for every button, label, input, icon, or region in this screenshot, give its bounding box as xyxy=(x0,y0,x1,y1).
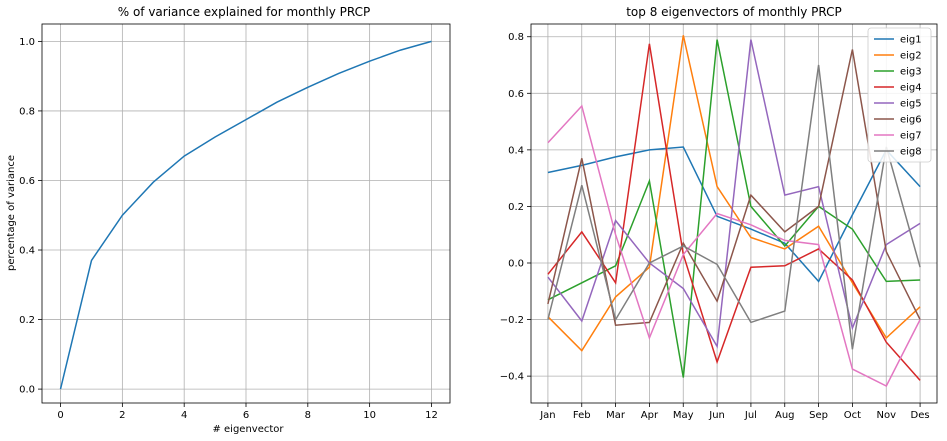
eigenvector-plot-frame xyxy=(530,23,938,404)
legend-box xyxy=(867,27,932,163)
legend-label-eig4: eig4 xyxy=(900,83,922,94)
legend-label-eig2: eig2 xyxy=(900,51,922,62)
legend-label-eig5: eig5 xyxy=(900,99,922,110)
x-tick-label-des: Des xyxy=(911,410,930,421)
y-tick-label: 0.8 xyxy=(19,106,35,117)
y-tick-label: 1.0 xyxy=(19,37,35,48)
legend-label-eig8: eig8 xyxy=(900,147,922,158)
y-tick-label: 0.0 xyxy=(19,385,35,396)
x-tick-label-feb: Feb xyxy=(573,410,591,421)
y-tick-label: 0.0 xyxy=(508,258,524,269)
legend-label-eig6: eig6 xyxy=(900,115,922,126)
x-tick-label-sep: Sep xyxy=(809,410,828,421)
y-tick-label: 0.6 xyxy=(508,89,524,100)
x-tick-label-nov: Nov xyxy=(876,410,896,421)
legend-label-eig7: eig7 xyxy=(900,131,922,142)
x-tick-label: 10 xyxy=(363,410,376,421)
x-tick-label: 8 xyxy=(305,410,311,421)
variance-chart-y-axis-label: percentage of variance xyxy=(6,155,17,271)
y-tick-label: −0.2 xyxy=(500,315,524,326)
series-line-eig8 xyxy=(547,64,921,350)
x-tick-label: 12 xyxy=(425,410,438,421)
series-line-eig1 xyxy=(547,146,921,283)
y-tick-label: 0.8 xyxy=(508,32,524,43)
series-line-eig2 xyxy=(547,35,921,352)
x-tick-label-oct: Oct xyxy=(844,410,861,421)
y-tick-label: −0.4 xyxy=(500,372,524,383)
series-line-eig3 xyxy=(547,39,921,378)
legend-label-eig3: eig3 xyxy=(900,67,922,78)
x-tick-label: 2 xyxy=(119,410,125,421)
x-tick-label-may: May xyxy=(673,410,694,421)
x-tick-label-apr: Apr xyxy=(641,410,659,421)
y-tick-label: 0.2 xyxy=(19,315,35,326)
series-line-eig4 xyxy=(547,43,921,381)
x-tick-label-mar: Mar xyxy=(606,410,626,421)
y-tick-label: 0.2 xyxy=(508,202,524,213)
variance-series-line xyxy=(59,40,432,390)
eigenvector-chart: top 8 eigenvectors of monthly PRCP Jan Fe… xyxy=(500,5,938,421)
x-tick-label-jul: Jul xyxy=(744,410,757,421)
variance-chart-x-axis-label: # eigenvector xyxy=(212,424,284,435)
x-tick-label-jan: Jan xyxy=(539,410,555,421)
series-line-eig7 xyxy=(547,104,921,388)
variance-chart: % of variance explained for monthly PRCP… xyxy=(6,5,451,435)
eigenvector-chart-title: top 8 eigenvectors of monthly PRCP xyxy=(626,5,842,19)
legend: eig1 eig2 eig3 eig4 eig5 eig6 eig7 eig8 xyxy=(867,27,932,163)
variance-chart-title: % of variance explained for monthly PRCP xyxy=(118,5,371,19)
y-tick-label: 0.4 xyxy=(19,246,35,257)
x-tick-label: 0 xyxy=(57,410,63,421)
x-tick-label: 6 xyxy=(243,410,249,421)
x-tick-label: 4 xyxy=(181,410,187,421)
legend-label-eig1: eig1 xyxy=(900,35,922,46)
y-tick-label: 0.4 xyxy=(508,145,524,156)
y-tick-label: 0.6 xyxy=(19,176,35,187)
x-tick-label-jun: Jun xyxy=(708,410,725,421)
x-tick-label-aug: Aug xyxy=(775,410,795,421)
